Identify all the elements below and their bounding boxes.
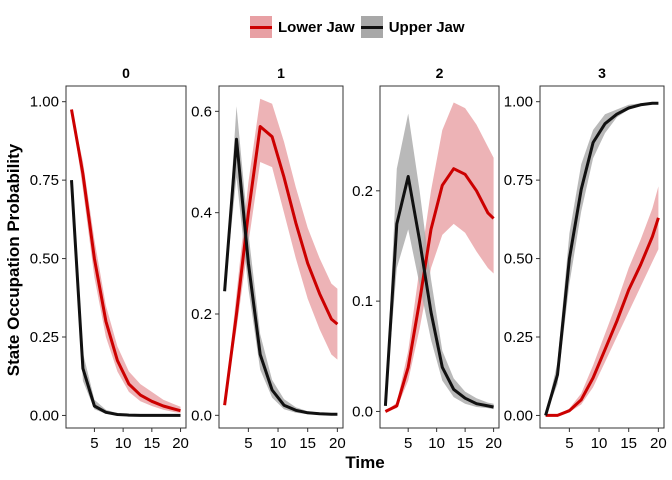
legend-label-upper-jaw: Upper Jaw xyxy=(388,18,465,36)
ribbon-upper-jaw-2 xyxy=(385,113,494,410)
x-axis-title: Time xyxy=(345,453,385,472)
ribbon-lower-jaw-3 xyxy=(545,186,659,416)
panel-border-0 xyxy=(65,85,187,429)
y-tick-label-1-0: 0.0 xyxy=(191,407,212,424)
line-lower-jaw-3 xyxy=(545,217,660,417)
ribbon-lower-jaw-0 xyxy=(71,109,181,413)
facet-title-0: 0 xyxy=(122,65,130,81)
y-tick-label-3-3: 0.75 xyxy=(504,172,533,189)
y-tick-label-1-3: 0.6 xyxy=(191,103,212,120)
ribbon-lower-jaw-1 xyxy=(224,98,338,406)
line-upper-jaw-0 xyxy=(70,180,181,417)
x-tick-label-0-3: 20 xyxy=(172,435,189,452)
y-axis-title: State Occupation Probability xyxy=(4,143,23,377)
legend-item-lower-jaw: Lower Jaw xyxy=(250,16,355,38)
y-tick-label-0-0: 0.00 xyxy=(30,407,59,424)
x-tick-label-0-1: 10 xyxy=(115,435,132,452)
line-upper-jaw-1 xyxy=(223,137,338,416)
x-tick-label-2-1: 10 xyxy=(428,435,445,452)
y-tick-label-0-3: 0.75 xyxy=(30,172,59,189)
y-tick-label-3-4: 1.00 xyxy=(504,94,533,111)
y-tick-label-2-2: 0.2 xyxy=(352,183,373,200)
panel-border-3 xyxy=(539,85,665,429)
facet-title-1: 1 xyxy=(277,65,285,81)
x-tick-label-2-2: 15 xyxy=(457,435,474,452)
legend: Lower Jaw Upper Jaw xyxy=(250,14,471,40)
x-tick-label-3-2: 15 xyxy=(620,435,637,452)
panel-border-2 xyxy=(379,85,500,429)
line-upper-jaw-3 xyxy=(544,101,659,416)
x-tick-label-1-3: 20 xyxy=(329,435,346,452)
x-tick-label-0-2: 15 xyxy=(143,435,160,452)
legend-key-upper-jaw xyxy=(360,16,383,38)
y-tick-label-3-0: 0.00 xyxy=(504,407,533,424)
y-tick-label-0-2: 0.50 xyxy=(30,251,59,268)
legend-key-lower-jaw xyxy=(250,16,272,38)
x-tick-label-1-1: 10 xyxy=(270,435,287,452)
y-tick-label-1-2: 0.4 xyxy=(191,205,212,222)
x-tick-label-3-1: 10 xyxy=(591,435,608,452)
x-tick-label-2-0: 5 xyxy=(404,435,412,452)
x-tick-label-1-0: 5 xyxy=(244,435,252,452)
facet-title-2: 2 xyxy=(436,65,444,81)
x-tick-label-1-2: 15 xyxy=(299,435,316,452)
panel-border-1 xyxy=(218,85,344,429)
legend-line-lower-jaw xyxy=(250,25,272,29)
y-tick-label-3-1: 0.25 xyxy=(504,329,533,346)
line-lower-jaw-0 xyxy=(70,109,181,413)
x-tick-label-3-3: 20 xyxy=(650,435,667,452)
y-tick-label-1-1: 0.2 xyxy=(191,306,212,323)
y-tick-label-2-1: 0.1 xyxy=(352,293,373,310)
y-tick-label-0-4: 1.00 xyxy=(30,94,59,111)
x-tick-label-3-0: 5 xyxy=(565,435,573,452)
legend-label-lower-jaw: Lower Jaw xyxy=(278,18,355,36)
y-tick-label-2-0: 0.0 xyxy=(352,403,373,420)
legend-line-upper-jaw xyxy=(360,25,383,29)
facet-title-3: 3 xyxy=(598,65,606,81)
y-tick-label-3-2: 0.50 xyxy=(504,251,533,268)
line-upper-jaw-2 xyxy=(383,175,494,409)
line-lower-jaw-1 xyxy=(223,125,339,406)
line-lower-jaw-2 xyxy=(384,167,495,413)
x-tick-label-2-3: 20 xyxy=(485,435,502,452)
y-tick-label-0-1: 0.25 xyxy=(30,329,59,346)
legend-item-upper-jaw: Upper Jaw xyxy=(360,16,465,38)
x-tick-label-0-0: 5 xyxy=(90,435,98,452)
